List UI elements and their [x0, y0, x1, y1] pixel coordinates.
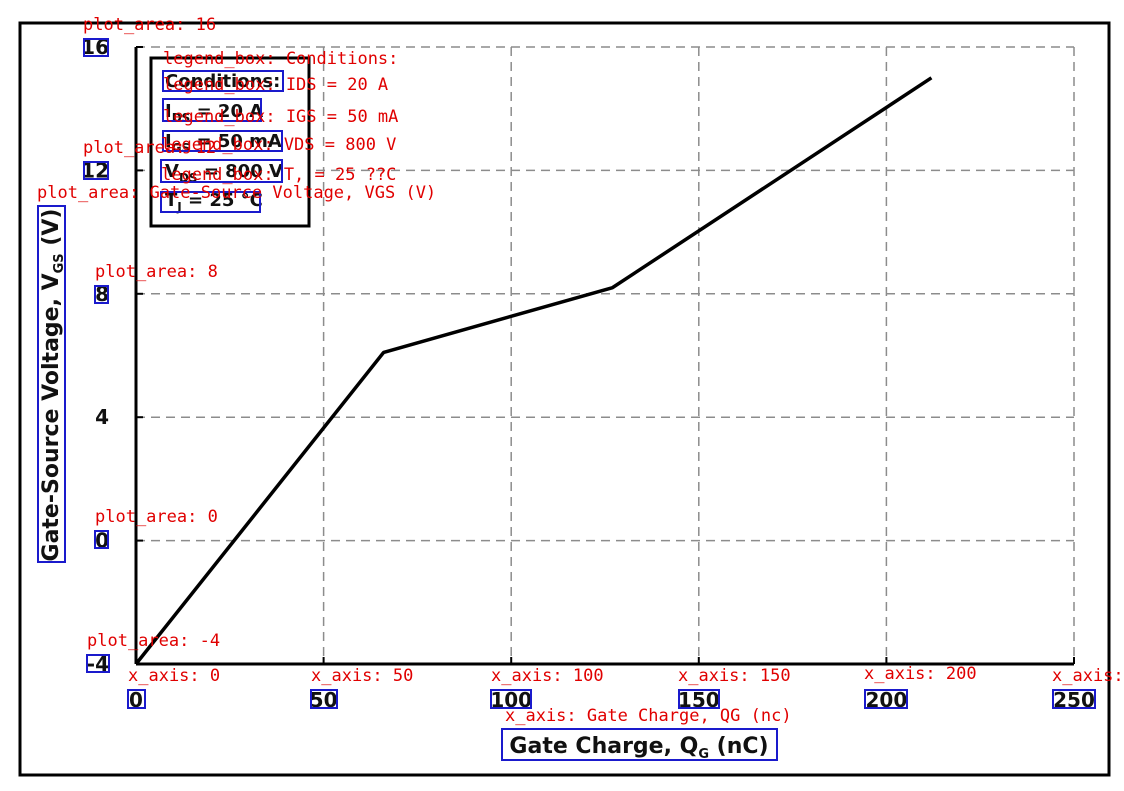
y-tick-label: -4	[87, 652, 109, 676]
x-tick-label: 0	[129, 688, 143, 712]
bbox-x-tick-250	[1052, 689, 1096, 709]
axes	[134, 46, 1075, 666]
x-axis-title-text: Gate Charge, QG (nC)	[509, 734, 768, 762]
anno-y-title: plot_area: Gate-Source Voltage, VGS (V)	[37, 183, 436, 203]
anno-y-tick-8: plot_area: 8	[95, 262, 218, 282]
y-tick-label: 8	[95, 282, 109, 306]
legend-entry-conditions: Conditions:	[165, 71, 280, 92]
series	[134, 76, 933, 666]
bbox-x-tick-150	[678, 689, 720, 709]
anno-x-tick-200: x_axis: 200	[864, 664, 977, 684]
bbox-legend-ids	[162, 98, 262, 122]
bbox-x-tick-100	[490, 689, 532, 709]
bbox-y-tick-12	[83, 161, 109, 180]
bbox-y-title	[37, 205, 66, 563]
y-tick-label: 4	[95, 405, 109, 429]
bbox-y-tick-neg4	[86, 654, 110, 673]
bbox-x-tick-200	[864, 689, 908, 709]
anno-y-tick-16: plot_area: 16	[83, 15, 216, 35]
annotation-overlay: plot_area: 16 plot_area: 12 plot_area: G…	[37, 15, 1124, 761]
bbox-x-tick-0	[127, 689, 146, 709]
bbox-x-tick-50	[310, 689, 338, 709]
x-axis-title: Gate Charge, QG (nC)	[509, 734, 768, 762]
bbox-legend-tj	[160, 191, 261, 213]
anno-x-tick-250: x_axis:	[1052, 666, 1124, 686]
anno-y-tick-0: plot_area: 0	[95, 507, 218, 527]
bbox-y-tick-16	[83, 38, 109, 57]
bbox-y-tick-8	[94, 285, 109, 304]
anno-legend-ids: legend_box: IDS = 20 A	[163, 75, 388, 95]
bbox-legend-vds	[160, 159, 283, 183]
grid	[136, 46, 1075, 664]
bbox-legend-igs	[162, 130, 283, 152]
y-tick-label: 0	[95, 529, 109, 553]
anno-y-tick-12: plot_area: 12	[83, 138, 216, 158]
bbox-y-tick-0	[94, 530, 109, 549]
anno-legend-igs: legend_box: IGS = 50 mA	[163, 107, 398, 127]
bbox-legend-conditions	[162, 70, 284, 92]
anno-x-tick-150: x_axis: 150	[678, 666, 791, 686]
anno-x-title: x_axis: Gate Charge, QG (nc)	[505, 706, 792, 726]
series-line-0	[134, 76, 933, 666]
anno-x-tick-0: x_axis: 0	[128, 666, 220, 686]
anno-x-tick-50: x_axis: 50	[311, 666, 413, 686]
bbox-x-title	[501, 728, 778, 761]
legend-entry-tj: TJ = 25 °C	[165, 190, 263, 214]
anno-y-tick-neg4: plot_area: -4	[87, 631, 220, 651]
anno-legend-tj: legend_box: T, = 25 ??C	[161, 165, 396, 185]
anno-legend-vds: legend_box: VDS = 800 V	[161, 135, 396, 155]
anno-legend-conditions: legend_box: Conditions:	[163, 49, 398, 69]
anno-x-tick-100: x_axis: 100	[491, 666, 604, 686]
